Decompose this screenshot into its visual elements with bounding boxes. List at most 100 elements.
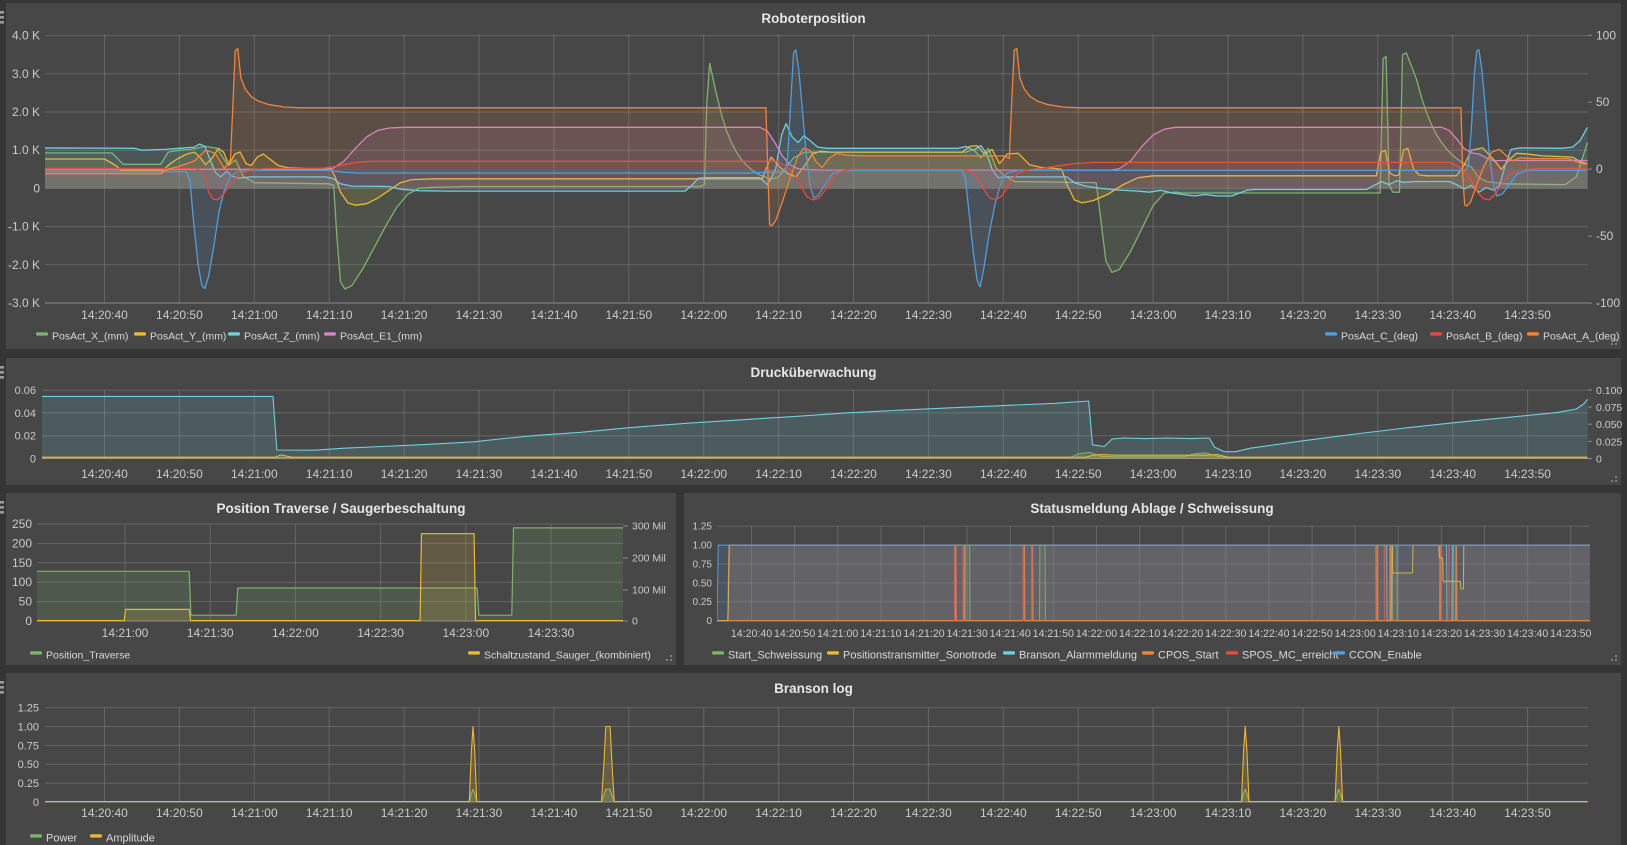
svg-text:4.0 K: 4.0 K [12,29,40,43]
svg-text:PosAct_Y_(mm): PosAct_Y_(mm) [150,331,226,343]
svg-text:0.50: 0.50 [18,759,39,771]
svg-text:14:21:00: 14:21:00 [817,628,858,640]
svg-text:0: 0 [33,181,40,195]
svg-text:0: 0 [25,614,32,628]
svg-text:14:21:00: 14:21:00 [231,308,278,322]
svg-text:100: 100 [12,575,32,589]
svg-text:Branson log: Branson log [774,681,853,696]
svg-text:14:22:10: 14:22:10 [755,308,802,322]
svg-text:14:21:50: 14:21:50 [605,806,652,820]
svg-text:14:22:30: 14:22:30 [1205,628,1246,640]
svg-text:14:23:00: 14:23:00 [1130,806,1177,820]
svg-text:0: 0 [706,616,712,627]
svg-text:14:21:30: 14:21:30 [456,467,503,481]
svg-text:14:22:50: 14:22:50 [1055,806,1102,820]
svg-text:0.025: 0.025 [1596,436,1622,448]
svg-text:14:23:40: 14:23:40 [1429,806,1476,820]
svg-text:14:22:00: 14:22:00 [680,806,727,820]
svg-text:PosAct_X_(mm): PosAct_X_(mm) [52,331,128,343]
svg-text:0.02: 0.02 [15,431,36,443]
svg-text:-50: -50 [1596,229,1614,243]
svg-text:14:23:10: 14:23:10 [1205,467,1252,481]
svg-text:14:22:50: 14:22:50 [1291,628,1332,640]
svg-text:14:21:50: 14:21:50 [605,467,652,481]
svg-text:14:20:50: 14:20:50 [156,308,203,322]
svg-text:14:22:40: 14:22:40 [980,308,1027,322]
svg-text:14:20:50: 14:20:50 [156,806,203,820]
svg-text:14:21:50: 14:21:50 [605,308,652,322]
svg-text:1.0 K: 1.0 K [12,143,40,157]
svg-text:Schaltzustand_Sauger_(kombinie: Schaltzustand_Sauger_(kombiniert) [484,650,651,662]
svg-text:14:20:40: 14:20:40 [81,467,128,481]
svg-text:0: 0 [632,616,638,628]
svg-text:14:21:10: 14:21:10 [860,628,901,640]
svg-text:150: 150 [12,556,32,570]
svg-text:14:22:00: 14:22:00 [680,308,727,322]
svg-text:14:23:50: 14:23:50 [1504,308,1551,322]
svg-text:14:23:40: 14:23:40 [1507,628,1548,640]
svg-text:14:20:40: 14:20:40 [81,806,128,820]
svg-text:14:23:30: 14:23:30 [1354,806,1401,820]
svg-text:PosAct_B_(deg): PosAct_B_(deg) [1446,331,1522,343]
svg-text:1.25: 1.25 [693,522,713,533]
svg-text:14:23:40: 14:23:40 [1429,308,1476,322]
svg-text:14:22:20: 14:22:20 [1162,628,1203,640]
svg-text:0.100: 0.100 [1596,385,1622,397]
svg-text:14:23:00: 14:23:00 [1130,467,1177,481]
svg-text:14:23:10: 14:23:10 [1205,806,1252,820]
svg-text:14:21:40: 14:21:40 [531,467,578,481]
svg-text:14:22:50: 14:22:50 [1055,467,1102,481]
svg-text:PosAct_A_(deg): PosAct_A_(deg) [1543,331,1619,343]
svg-text:14:22:00: 14:22:00 [1076,628,1117,640]
svg-text:2.0 K: 2.0 K [12,105,40,119]
svg-text:0.06: 0.06 [15,385,36,397]
svg-text:Power: Power [46,833,78,845]
svg-text:200 Mil: 200 Mil [632,553,666,565]
svg-text:14:21:20: 14:21:20 [381,308,428,322]
svg-text:Roboterposition: Roboterposition [761,11,865,26]
svg-text:14:22:10: 14:22:10 [1119,628,1160,640]
svg-text:Start_Schweissung: Start_Schweissung [728,650,822,662]
svg-text:0.050: 0.050 [1596,419,1622,431]
svg-text:100 Mil: 100 Mil [632,585,666,597]
svg-text:14:20:50: 14:20:50 [156,467,203,481]
svg-text:14:21:20: 14:21:20 [903,628,944,640]
svg-text:0.25: 0.25 [18,778,39,790]
svg-text:14:22:40: 14:22:40 [980,806,1027,820]
svg-text:14:20:50: 14:20:50 [774,628,815,640]
svg-text:14:21:50: 14:21:50 [1033,628,1074,640]
svg-text:14:23:20: 14:23:20 [1421,628,1462,640]
svg-text:14:22:40: 14:22:40 [1248,628,1289,640]
svg-text:3.0 K: 3.0 K [12,67,40,81]
svg-text:14:23:00: 14:23:00 [1335,628,1376,640]
svg-text:Amplitude: Amplitude [106,833,155,845]
svg-text:14:22:10: 14:22:10 [755,806,802,820]
svg-text:Position Traverse / Saugerbesc: Position Traverse / Saugerbeschaltung [216,501,465,516]
svg-text:14:22:30: 14:22:30 [357,626,404,640]
svg-text:14:21:40: 14:21:40 [990,628,1031,640]
svg-text:250: 250 [12,517,32,531]
svg-text:0.50: 0.50 [693,578,713,589]
svg-text:1.25: 1.25 [18,703,39,715]
svg-text:14:20:40: 14:20:40 [81,308,128,322]
svg-text:14:22:10: 14:22:10 [755,467,802,481]
svg-text:14:21:40: 14:21:40 [531,308,578,322]
svg-text:-100: -100 [1596,296,1620,310]
svg-text:14:23:30: 14:23:30 [1354,308,1401,322]
svg-text:0.04: 0.04 [15,408,36,420]
svg-text:PosAct_C_(deg): PosAct_C_(deg) [1341,331,1418,343]
svg-text:14:21:30: 14:21:30 [187,626,234,640]
svg-text:14:23:50: 14:23:50 [1504,467,1551,481]
svg-text:Branson_Alarmmeldung: Branson_Alarmmeldung [1019,650,1137,662]
svg-text:0: 0 [1596,162,1603,176]
svg-text:14:23:20: 14:23:20 [1280,467,1327,481]
svg-text:0: 0 [30,454,36,466]
svg-text:200: 200 [12,536,32,550]
svg-text:100: 100 [1596,28,1616,42]
svg-text:14:21:10: 14:21:10 [306,467,353,481]
svg-text:14:22:30: 14:22:30 [905,806,952,820]
svg-text:14:21:00: 14:21:00 [231,806,278,820]
svg-text:14:22:30: 14:22:30 [905,308,952,322]
svg-text:0.75: 0.75 [18,740,39,752]
svg-text:14:21:30: 14:21:30 [456,308,503,322]
